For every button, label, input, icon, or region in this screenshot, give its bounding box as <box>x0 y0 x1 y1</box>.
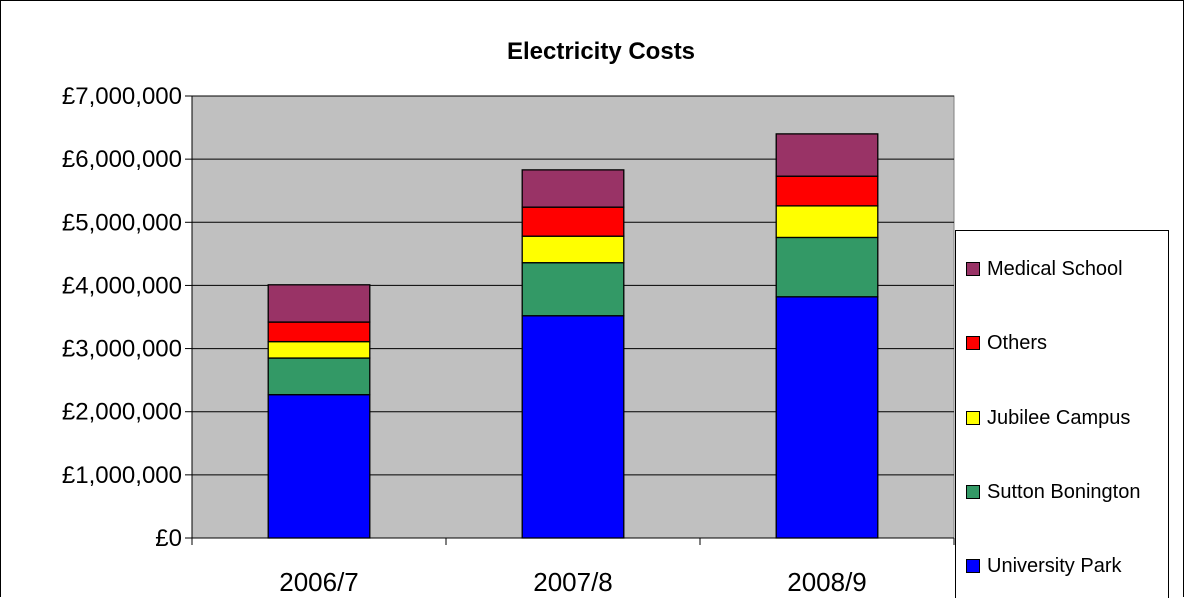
bar-segment-university-park <box>775 296 879 539</box>
y-tick-label: £6,000,000 <box>62 146 182 173</box>
bar-segment-jubilee-campus <box>521 235 625 264</box>
y-tick-label: £5,000,000 <box>62 209 182 236</box>
y-tick-label: £1,000,000 <box>62 462 182 489</box>
bar-segment-jubilee-campus <box>267 340 371 359</box>
bar-segment-medical-school <box>267 284 371 323</box>
chart-title: Electricity Costs <box>507 38 695 65</box>
y-tick-label: £7,000,000 <box>62 83 182 110</box>
bar-segment-sutton-bonington <box>521 262 625 317</box>
bar-segment-university-park <box>521 315 625 539</box>
y-tick-label: £3,000,000 <box>62 336 182 363</box>
bars <box>267 133 879 539</box>
x-tick-label: 2006/7 <box>279 567 359 597</box>
bar-segment-others <box>521 206 625 237</box>
legend: Medical School Others Jubilee Campus Sut… <box>955 230 1169 598</box>
bar-segment-others <box>775 175 879 207</box>
legend-item-medical-school: Medical School <box>966 256 1123 282</box>
axes <box>185 95 955 545</box>
legend-swatch-sutton-bonington <box>966 485 980 499</box>
x-tick-label: 2007/8 <box>533 567 613 597</box>
legend-label-others: Others <box>987 331 1048 354</box>
y-tick-label: £2,000,000 <box>62 399 182 426</box>
legend-swatch-university-park <box>966 559 980 573</box>
legend-label-medical-school: Medical School <box>987 257 1123 280</box>
legend-label-sutton-bonington: Sutton Bonington <box>987 480 1141 503</box>
bar-segment-medical-school <box>521 169 625 208</box>
legend-swatch-jubilee-campus <box>966 411 980 425</box>
bar-segment-others <box>267 321 371 343</box>
legend-item-sutton-bonington: Sutton Bonington <box>966 479 1140 505</box>
y-tick-label: £4,000,000 <box>62 272 182 299</box>
legend-label-jubilee-campus: Jubilee Campus <box>987 406 1131 429</box>
bar-segment-jubilee-campus <box>775 205 879 239</box>
x-tick-label: 2008/9 <box>787 567 867 597</box>
legend-swatch-medical-school <box>966 262 980 276</box>
bar-segment-sutton-bonington <box>775 236 879 298</box>
bar-segment-university-park <box>267 394 371 539</box>
legend-item-others: Others <box>966 330 1047 356</box>
legend-label-university-park: University Park <box>987 554 1122 577</box>
y-tick-labels: £0 £1,000,000 £2,000,000 £3,000,000 £4,000,0… <box>62 83 182 552</box>
y-tick-label: £0 <box>155 525 182 552</box>
legend-swatch-others <box>966 336 980 350</box>
x-tick-labels: 2006/7 2007/8 2008/9 <box>279 567 867 597</box>
bar-segment-sutton-bonington <box>267 357 371 396</box>
legend-item-jubilee-campus: Jubilee Campus <box>966 405 1130 431</box>
bar-segment-medical-school <box>775 133 879 177</box>
legend-item-university-park: University Park <box>966 553 1121 579</box>
